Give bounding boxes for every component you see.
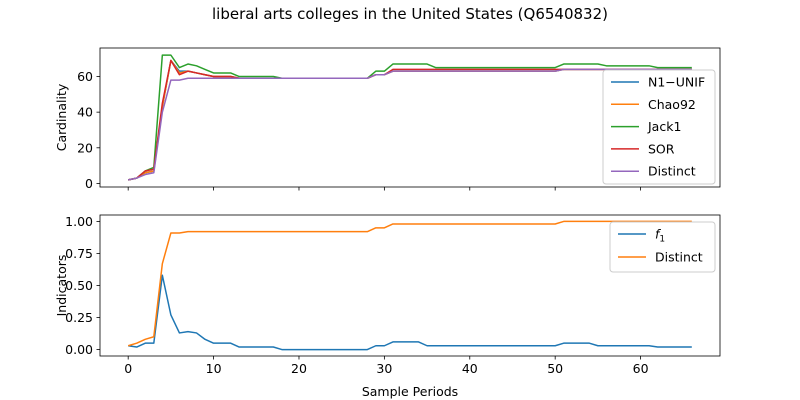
y-tick-label: 40	[77, 105, 93, 120]
y-tick-label: 0.00	[65, 342, 93, 357]
series-line-indicators-1	[127, 220, 692, 347]
series-line-cardinality-4	[128, 68, 692, 181]
legend-entry-label: Distinct	[648, 164, 696, 179]
series-line-cardinality-2	[128, 54, 692, 181]
x-tick-label: 50	[547, 361, 563, 376]
legend: f1 Distinct	[609, 221, 716, 273]
y-tick-label: 1.00	[65, 214, 93, 229]
legend-entry-label: Distinct	[655, 250, 703, 265]
x-tick-label: 40	[462, 361, 478, 376]
y-tick-label: 20	[77, 140, 93, 155]
cardinality-panel: 0 20 40 60 Cardinality N1−UNIF Chao92 Jack1 SOR D…	[54, 47, 721, 191]
y-tick-label: 0.75	[65, 246, 93, 261]
x-tick-label: 0	[124, 361, 132, 376]
x-tick-label: 10	[206, 361, 222, 376]
legend: N1−UNIF Chao92 Jack1 SOR Distinct	[602, 69, 716, 185]
legend-entry-label: f1	[655, 227, 665, 245]
legend-entry-label: Jack1	[647, 119, 681, 134]
series-line-indicators-0	[128, 274, 692, 351]
indicators-panel: 0 10 20 30 40 50 60 0.00 0.25 0.50 0.75 1.00 Indicat…	[54, 214, 721, 399]
plot-frame	[99, 47, 721, 188]
y-tick-label: 0.50	[65, 278, 93, 293]
x-tick-label: 30	[376, 361, 392, 376]
y-tick-label: 60	[77, 69, 93, 84]
x-axis-label: Sample Periods	[362, 384, 458, 399]
legend-entry-label: SOR	[648, 141, 675, 156]
legend-entry-label: Chao92	[648, 97, 696, 112]
y-axis-label: Cardinality	[54, 83, 69, 151]
legend-box	[602, 69, 716, 185]
chart-title: liberal arts colleges in the United Stat…	[212, 5, 608, 23]
x-tick-label: 60	[633, 361, 649, 376]
y-tick-label: 0.25	[65, 310, 93, 325]
y-tick-label: 0	[85, 176, 93, 191]
legend-entry-subscript: 1	[659, 235, 665, 245]
legend-entry-label: N1−UNIF	[648, 75, 705, 90]
y-axis-label: Indicators	[54, 255, 69, 317]
x-tick-label: 20	[291, 361, 307, 376]
legend-entry-base: f	[655, 227, 661, 242]
legend-box	[609, 221, 716, 273]
